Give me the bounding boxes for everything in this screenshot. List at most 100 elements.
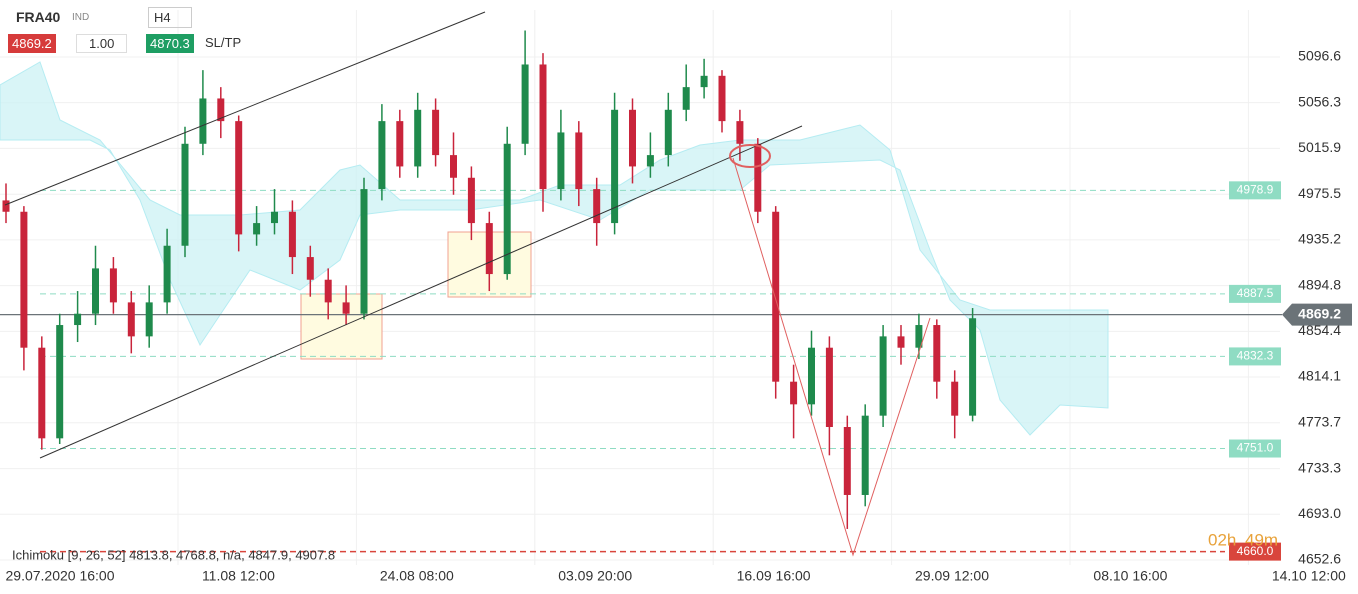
candle-body [664,109,672,156]
candle-body [109,268,117,303]
level-label-box [1229,181,1281,200]
x-tick-label: 24.08 08:00 [380,568,454,584]
candle-body [217,98,225,122]
level-label: 4751.0 [1237,441,1274,455]
level-label: 4887.5 [1237,286,1274,300]
y-tick-label: 4773.7 [1298,414,1341,430]
y-tick-label: 4894.8 [1298,276,1341,292]
candle-body [861,415,869,495]
x-tick-label: 03.09 20:00 [558,568,632,584]
current-price-label: 4869.2 [1298,305,1341,321]
candle-body [396,121,404,167]
candle-body [843,426,851,495]
candle-body [575,132,583,190]
candle-body [611,109,619,224]
candle-body [324,279,332,303]
y-tick-label: 4733.3 [1298,459,1341,475]
candle-body [825,347,833,427]
indicator-label: Ichimoku [9, 26, 52] 4813.8, 4768.8, n/a… [12,547,335,562]
timer-hours: 02h [1208,530,1236,549]
candle-body [951,381,959,416]
candle-body [933,325,941,382]
candle-body [754,143,762,212]
candle-body [915,325,923,348]
y-tick-label: 5015.9 [1298,139,1341,155]
highlight-circle [729,144,771,168]
candle-body [593,189,601,224]
candle-body [736,121,744,144]
candle-body [539,64,547,190]
volume[interactable]: 1.00 [76,34,128,53]
level-label: 4832.3 [1237,349,1274,363]
x-tick-label: 08.10 16:00 [1093,568,1167,584]
buy-price[interactable]: 4870.3 [146,34,194,53]
candle-body [235,121,243,235]
timer-minutes: 49m [1245,530,1278,549]
candle-body [718,75,726,122]
x-tick-label: 29.07.2020 16:00 [6,568,115,584]
candle-body [92,268,99,314]
candle-body [2,200,10,212]
candle-body [342,302,350,314]
candle-body [450,155,457,178]
candle-body [56,325,64,439]
ichimoku-cloud [0,61,1109,436]
current-price-box [1282,303,1352,326]
candle-body [521,64,529,144]
levels: 4978.9 4887.5 4832.3 4751.0 4660.0 4869.2 [0,181,1352,561]
sltp-button[interactable]: SL/TP [205,35,242,50]
candle-body [181,143,189,246]
candle-body [557,132,565,190]
symbol[interactable]: FRA40 [16,9,61,25]
candle-body [271,211,278,224]
candle-body [414,109,422,167]
trend-line [39,125,803,459]
symbol-type[interactable]: IND [72,12,90,23]
y-tick-label: 4652.6 [1298,551,1341,567]
x-tick-label: 16.09 16:00 [737,568,811,584]
candle-body [969,318,977,416]
candle-body [629,109,636,167]
candle-body [808,347,815,405]
candle-body [145,302,153,337]
y-tick-label: 4854.4 [1298,322,1341,338]
sell-price[interactable]: 4869.2 [8,34,56,53]
candle-body [432,109,440,156]
x-tick-label: 29.09 12:00 [915,568,989,584]
candle-body [163,245,171,303]
candle-body [199,98,207,144]
candle-body [127,302,135,337]
level-label-box [1229,284,1281,303]
y-tick-label: 5056.3 [1298,93,1341,109]
level-label-box [1229,542,1281,561]
x-tick-label: 14.10 12:00 [1272,568,1346,584]
y-tick-label: 4814.1 [1298,368,1341,384]
level-label: 4978.9 [1237,183,1274,197]
candle-body [253,223,261,235]
candle-body [38,347,46,439]
candle-body [306,257,314,280]
y-tick-label: 4935.2 [1298,231,1341,247]
candle-body [20,211,28,348]
candle-body [682,87,690,110]
candle-body [700,75,708,88]
candle-body [503,143,511,275]
candle-body [879,336,887,416]
y-tick-label: 4975.5 [1298,185,1341,201]
zigzag [732,157,931,557]
y-tick-label: 5096.6 [1298,48,1341,64]
x-tick-label: 11.08 12:00 [202,568,275,584]
candle-body [790,381,798,405]
candle-body [74,313,82,326]
candle-body [646,155,654,167]
level-label-box [1229,439,1281,458]
candle-body [485,223,493,275]
timeframe[interactable]: H4 [148,7,192,28]
candle-body [288,211,296,258]
trend-line [4,11,486,206]
candle-body [378,121,386,190]
y-tick-label: 4693.0 [1298,505,1341,521]
candle-body [897,336,905,348]
